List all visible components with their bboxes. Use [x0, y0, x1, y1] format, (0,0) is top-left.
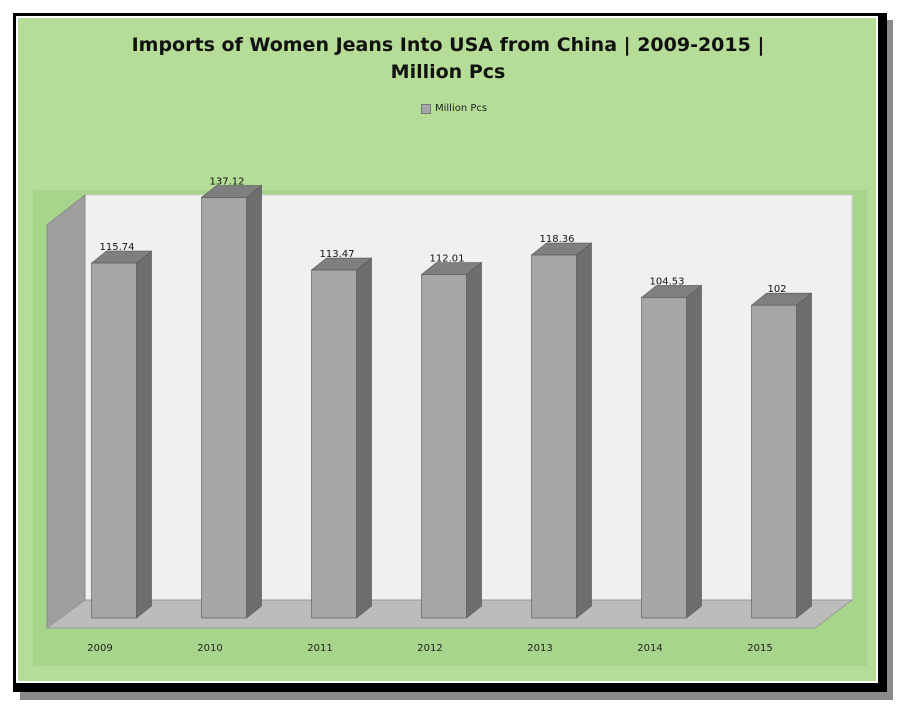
x-tick-label: 2011	[307, 643, 332, 654]
bar-side	[246, 184, 262, 619]
x-tick-label: 2009	[87, 643, 112, 654]
bar-side	[576, 242, 592, 619]
data-label: 102	[767, 284, 786, 295]
bar	[751, 304, 797, 619]
bar-side	[796, 292, 812, 619]
x-tick-label: 2015	[747, 643, 772, 654]
bar	[531, 254, 577, 619]
bar-side	[466, 261, 482, 619]
legend-label: Million Pcs	[435, 103, 488, 114]
bar-side	[136, 250, 152, 619]
data-label: 115.74	[100, 242, 135, 253]
data-label: 118.36	[540, 234, 575, 245]
chart-title: Imports of Women Jeans Into USA from Chi…	[131, 34, 765, 83]
legend: Million Pcs	[421, 103, 487, 114]
data-label: 137.12	[210, 176, 245, 187]
x-tick-label: 2010	[197, 643, 222, 654]
x-tick-label: 2012	[417, 643, 442, 654]
data-label: 112.01	[430, 254, 465, 265]
legend-swatch	[421, 103, 431, 114]
bar	[641, 297, 687, 619]
x-tick-label: 2014	[637, 643, 662, 654]
x-tick-label: 2013	[527, 643, 552, 654]
data-label: 113.47	[320, 249, 355, 260]
bar	[91, 262, 137, 619]
side-wall	[46, 193, 86, 629]
data-label: 104.53	[650, 276, 685, 287]
bar	[201, 197, 247, 619]
bar	[421, 274, 467, 619]
bar	[311, 269, 357, 619]
bar-side	[356, 257, 372, 619]
bar-side	[686, 284, 702, 619]
